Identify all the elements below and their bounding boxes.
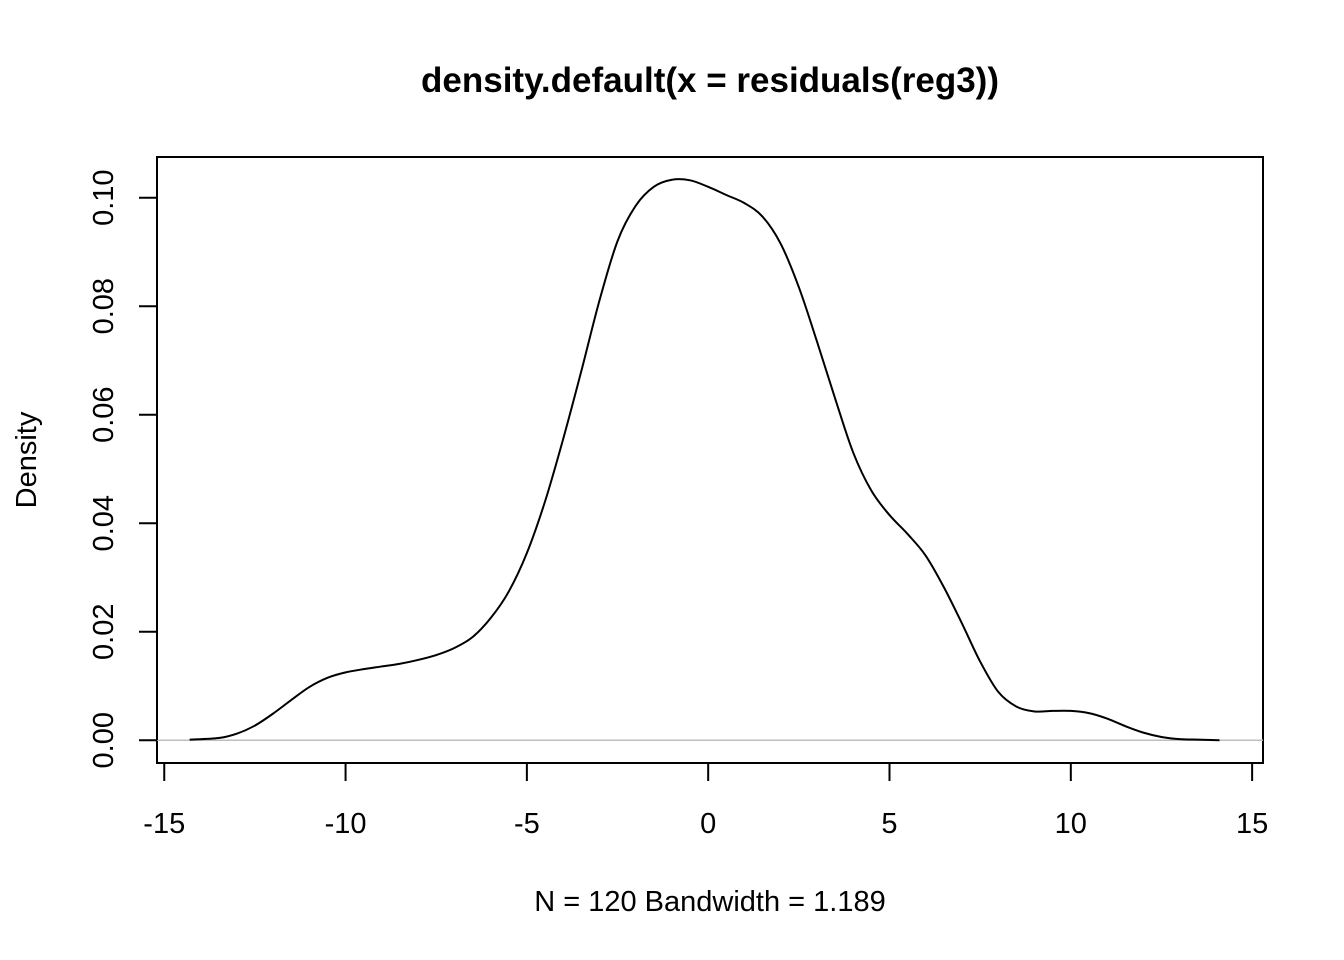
y-tick-label: 0.00 bbox=[88, 712, 120, 768]
y-tick-label: 0.08 bbox=[88, 278, 120, 334]
x-axis: -15 -10 -5 0 5 10 15 bbox=[143, 762, 1268, 840]
x-axis-label: N = 120 Bandwidth = 1.189 bbox=[534, 886, 885, 918]
y-tick-label: 0.04 bbox=[88, 495, 120, 551]
y-tick-label: 0.06 bbox=[88, 386, 120, 442]
x-tick-label: 0 bbox=[700, 808, 716, 840]
x-tick-label: 5 bbox=[881, 808, 897, 840]
x-tick-label: -10 bbox=[325, 808, 367, 840]
x-tick-label: -5 bbox=[514, 808, 540, 840]
x-tick-label: -15 bbox=[143, 808, 185, 840]
y-tick-label: 0.02 bbox=[88, 603, 120, 659]
chart-title: density.default(x = residuals(reg3)) bbox=[421, 61, 999, 100]
y-tick-label: 0.10 bbox=[88, 169, 120, 225]
plot-frame bbox=[156, 156, 1264, 764]
x-tick-label: 15 bbox=[1236, 808, 1268, 840]
density-curve bbox=[189, 178, 1220, 742]
x-tick-label: 10 bbox=[1055, 808, 1087, 840]
y-axis-label: Density bbox=[11, 411, 43, 508]
y-axis: 0.00 0.02 0.04 0.06 0.08 0.10 bbox=[88, 169, 158, 768]
